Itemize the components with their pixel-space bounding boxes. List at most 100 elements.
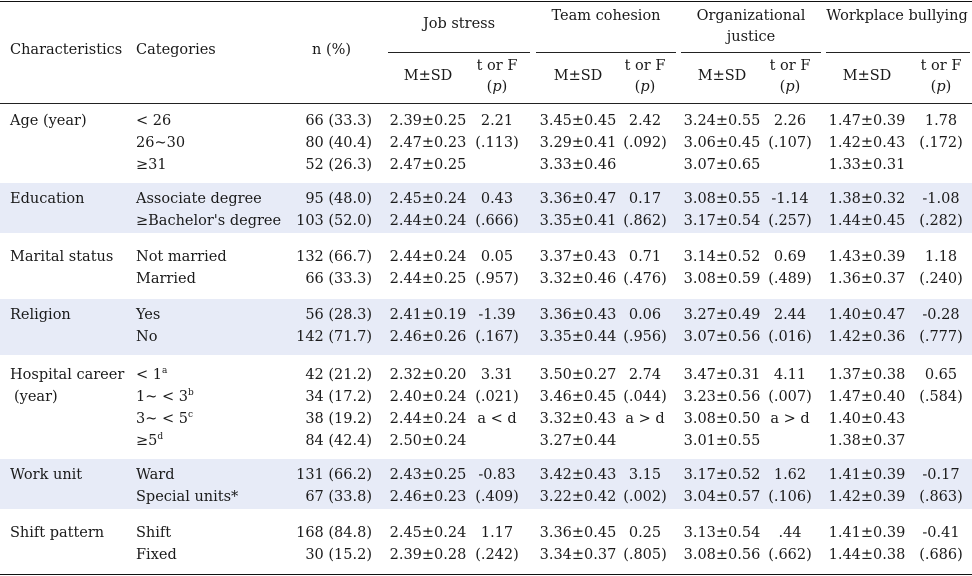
category-label: Married bbox=[136, 268, 227, 290]
stat-cell: -1.39 (.167) bbox=[467, 304, 527, 348]
msd-cell: 3.50±0.27 3.46±0.45 3.32±0.43 3.27±0.44 bbox=[528, 364, 628, 452]
header-p-letter: p bbox=[785, 79, 795, 95]
msd-cell: 3.08±0.55 3.17±0.54 bbox=[672, 188, 772, 232]
stat-value: (.409) bbox=[475, 489, 519, 505]
msd-value: 3.08±0.59 bbox=[683, 271, 761, 287]
category-text: Associate degree bbox=[136, 191, 262, 207]
stat-value: (.476) bbox=[623, 271, 667, 287]
msd-cell: 1.38±0.32 1.44±0.45 bbox=[817, 188, 917, 232]
category-text: Special units* bbox=[136, 489, 239, 505]
stat-value: (.686) bbox=[919, 547, 963, 563]
msd-cell: 1.40±0.47 1.42±0.36 bbox=[817, 304, 917, 348]
category-text: Married bbox=[136, 271, 196, 287]
msd-value: 3.27±0.44 bbox=[539, 433, 617, 449]
msd-cell: 1.41±0.39 1.42±0.39 bbox=[817, 464, 917, 508]
msd-value: 1.42±0.39 bbox=[828, 489, 906, 505]
characteristic-cell: Marital status bbox=[10, 246, 113, 268]
stat-cell: 0.71 (.476) bbox=[615, 246, 675, 290]
msd-cell: 3.42±0.43 3.22±0.42 bbox=[528, 464, 628, 508]
stat-value: 2.44 bbox=[773, 307, 807, 323]
category-text: No bbox=[136, 329, 158, 345]
category-label: 3~ < 5c bbox=[136, 408, 194, 430]
msd-value: 3.35±0.44 bbox=[539, 329, 617, 345]
stat-value: 1.62 bbox=[773, 467, 807, 483]
characteristic-cell: Hospital career (year) bbox=[10, 364, 124, 408]
msd-value: 3.24±0.55 bbox=[683, 113, 761, 129]
stat-cell: 2.74 (.044) a > d bbox=[615, 364, 675, 430]
msd-cell: 3.47±0.31 3.23±0.56 3.08±0.50 3.01±0.55 bbox=[672, 364, 772, 452]
category-text: Not married bbox=[136, 249, 227, 265]
stat-value: -0.83 bbox=[478, 467, 516, 483]
stat-value: 3.31 bbox=[480, 367, 514, 383]
row-band bbox=[0, 459, 972, 509]
category-superscript: b bbox=[187, 388, 194, 399]
msd-value: 2.39±0.25 bbox=[389, 113, 467, 129]
header-p-letter: p bbox=[492, 79, 502, 95]
msd-value: 2.45±0.24 bbox=[389, 525, 467, 541]
header-group-org-justice: Organizational justice bbox=[696, 8, 806, 45]
stat-cell: -0.17 (.863) bbox=[911, 464, 971, 508]
msd-value: 3.01±0.55 bbox=[683, 433, 761, 449]
n-percent-cell: 56 (28.3) 142 (71.7) bbox=[290, 304, 372, 348]
msd-value: 2.41±0.19 bbox=[389, 307, 467, 323]
header-t-or-f: t or F bbox=[476, 58, 518, 74]
msd-value: 2.44±0.24 bbox=[389, 411, 467, 427]
msd-cell: 2.43±0.25 2.46±0.23 bbox=[378, 464, 478, 508]
stat-cell: 0.65 (.584) bbox=[911, 364, 971, 408]
header-p: (p) bbox=[779, 79, 801, 95]
n-percent-value: 30 (15.2) bbox=[305, 547, 372, 563]
stat-value: (.107) bbox=[768, 135, 812, 151]
msd-value: 2.44±0.25 bbox=[389, 271, 467, 287]
category-label: No bbox=[136, 326, 160, 348]
stat-cell: 2.42 (.092) bbox=[615, 110, 675, 154]
stat-value: (.257) bbox=[768, 213, 812, 229]
category-label: Shift bbox=[136, 522, 177, 544]
msd-cell: 3.36±0.43 3.35±0.44 bbox=[528, 304, 628, 348]
stat-value: (.863) bbox=[919, 489, 963, 505]
category-label: Ward bbox=[136, 464, 238, 486]
n-percent-value: 67 (33.8) bbox=[305, 489, 372, 505]
msd-value: 2.43±0.25 bbox=[389, 467, 467, 483]
stat-value: .44 bbox=[778, 525, 802, 541]
msd-value: 1.47±0.40 bbox=[828, 389, 906, 405]
characteristic-cell: Religion bbox=[10, 304, 71, 326]
msd-value: 3.08±0.56 bbox=[683, 547, 761, 563]
stat-value: 0.17 bbox=[628, 191, 662, 207]
stat-cell: 3.15 (.002) bbox=[615, 464, 675, 508]
n-percent-value: 56 (28.3) bbox=[305, 307, 372, 323]
stat-cell: -1.14 (.257) bbox=[760, 188, 820, 232]
stat-value: (.106) bbox=[768, 489, 812, 505]
header-p: (p) bbox=[486, 79, 508, 95]
header-categories: Categories bbox=[136, 42, 216, 58]
stat-cell: 0.05 (.957) bbox=[467, 246, 527, 290]
category-text: < 26 bbox=[136, 113, 172, 129]
category-text: Shift bbox=[136, 525, 172, 541]
categories-cell: Ward Special units* bbox=[136, 464, 238, 508]
categories-cell: < 1a 1~ < 3b 3~ < 5c ≥5d bbox=[136, 364, 194, 452]
characteristic-label: (year) bbox=[14, 389, 58, 405]
stat-value: (.044) bbox=[623, 389, 667, 405]
msd-value: 2.50±0.24 bbox=[389, 433, 467, 449]
category-label: Yes bbox=[136, 304, 160, 326]
n-percent-value: 131 (66.2) bbox=[296, 467, 372, 483]
category-text: 3~ < 5 bbox=[136, 411, 188, 427]
msd-value: 2.47±0.25 bbox=[389, 157, 467, 173]
msd-value: 1.40±0.47 bbox=[828, 307, 906, 323]
stat-value: -1.39 bbox=[478, 307, 516, 323]
stat-cell: 1.62 (.106) bbox=[760, 464, 820, 508]
table-top-rule bbox=[0, 1, 972, 2]
stat-value: (.016) bbox=[768, 329, 812, 345]
msd-cell: 3.36±0.45 3.34±0.37 bbox=[528, 522, 628, 566]
msd-value: 1.42±0.36 bbox=[828, 329, 906, 345]
stat-value: 0.65 bbox=[924, 367, 958, 383]
stat-value: a > d bbox=[770, 411, 810, 427]
msd-value: 3.32±0.43 bbox=[539, 411, 617, 427]
group-rule-job-stress bbox=[388, 52, 530, 53]
categories-cell: Shift Fixed bbox=[136, 522, 177, 566]
msd-value: 3.50±0.27 bbox=[539, 367, 617, 383]
msd-value: 3.27±0.49 bbox=[683, 307, 761, 323]
msd-value: 1.42±0.43 bbox=[828, 135, 906, 151]
category-label: Special units* bbox=[136, 486, 238, 508]
msd-value: 3.36±0.47 bbox=[539, 191, 617, 207]
msd-value: 1.41±0.39 bbox=[828, 525, 906, 541]
